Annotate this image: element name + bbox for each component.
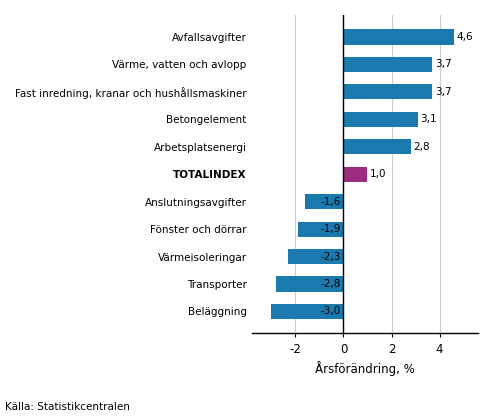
- Bar: [344, 57, 432, 72]
- Text: -2,3: -2,3: [320, 252, 341, 262]
- Text: 1,0: 1,0: [370, 169, 387, 179]
- Bar: [344, 167, 367, 182]
- Bar: [272, 304, 344, 319]
- Bar: [344, 84, 432, 99]
- X-axis label: Årsförändring, %: Årsförändring, %: [315, 361, 415, 376]
- Bar: [344, 112, 418, 127]
- Text: -3,0: -3,0: [320, 307, 341, 317]
- Bar: [298, 222, 344, 237]
- Bar: [288, 249, 344, 264]
- Bar: [344, 30, 454, 45]
- Text: 3,7: 3,7: [435, 59, 452, 69]
- Text: 2,8: 2,8: [413, 142, 430, 152]
- Bar: [276, 277, 344, 292]
- Text: 3,1: 3,1: [421, 114, 437, 124]
- Text: -2,8: -2,8: [320, 279, 341, 289]
- Text: 4,6: 4,6: [457, 32, 473, 42]
- Bar: [344, 139, 411, 154]
- Text: -1,6: -1,6: [320, 197, 341, 207]
- Bar: [305, 194, 344, 209]
- Text: Källa: Statistikcentralen: Källa: Statistikcentralen: [5, 402, 130, 412]
- Text: -1,9: -1,9: [320, 224, 341, 234]
- Text: 3,7: 3,7: [435, 87, 452, 97]
